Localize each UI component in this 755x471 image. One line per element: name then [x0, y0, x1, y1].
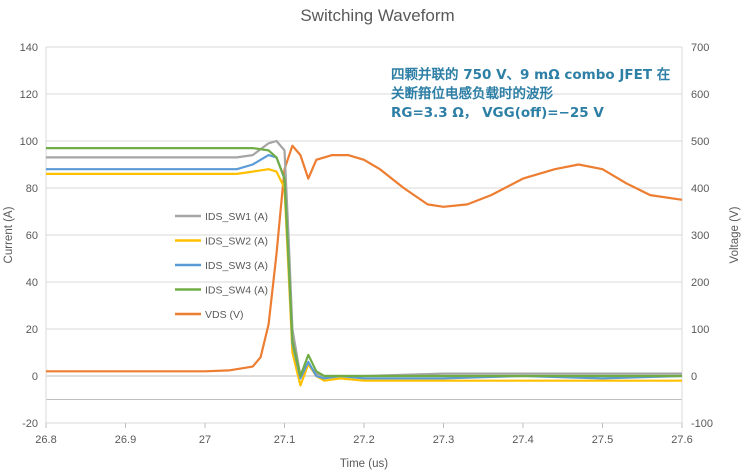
y-left-tick-label: 120 [20, 89, 38, 101]
x-tick-label: 27.1 [274, 434, 295, 446]
legend-label: VDS (V) [205, 309, 244, 321]
annotation-line-2: 关断箝位电感负载时的波形 [391, 86, 553, 102]
y-left-axis-label: Current (A) [3, 206, 15, 263]
y-left-tick-label: 40 [26, 277, 38, 289]
series-line-ids_sw2 [46, 168, 682, 387]
y-left-tick-label: 60 [26, 230, 38, 242]
y-right-tick-label: 0 [691, 371, 697, 383]
y-right-tick-label: 100 [691, 324, 709, 336]
legend-label: IDS_SW2 (A) [205, 236, 268, 248]
series-line-ids_sw3 [46, 154, 683, 380]
x-tick-label: 27 [199, 434, 211, 446]
x-tick-label: 27.4 [512, 434, 533, 446]
y-left-tick-label: 140 [20, 42, 38, 54]
x-tick-label: 26.8 [35, 434, 56, 446]
y-left-tick-label: 100 [20, 136, 38, 148]
x-tick-label: 27.5 [592, 434, 613, 446]
legend-label: IDS_SW4 (A) [205, 285, 268, 297]
annotation-box: 四颗并联的 750 V、9 mΩ combo JFET 在 关断箝位电感负载时的… [391, 66, 670, 123]
annotation-line-3: RG=3.3 Ω， VGG(off)=−25 V [391, 105, 604, 121]
legend-label: IDS_SW3 (A) [205, 260, 268, 272]
y-right-tick-label: 700 [691, 42, 709, 54]
series-line-ids_sw4 [46, 147, 682, 378]
y-right-tick-label: 300 [691, 230, 709, 242]
series-line-vds [46, 144, 683, 373]
x-tick-label: 27.2 [353, 434, 374, 446]
x-axis-label: Time (us) [340, 458, 388, 470]
y-right-tick-label: 400 [691, 183, 709, 195]
y-left-tick-label: 20 [26, 324, 38, 336]
y-right-tick-label: 600 [691, 89, 709, 101]
y-left-tick-label: -20 [22, 418, 38, 430]
x-tick-label: 26.9 [115, 434, 136, 446]
y-left-tick-label: 80 [26, 183, 38, 195]
x-tick-label: 27.3 [433, 434, 454, 446]
legend-label: IDS_SW1 (A) [205, 211, 268, 223]
y-right-tick-label: 200 [691, 277, 709, 289]
x-tick-label: 27.6 [671, 434, 692, 446]
annotation-line-1: 四颗并联的 750 V、9 mΩ combo JFET 在 [391, 67, 671, 83]
y-right-axis-label: Voltage (V) [729, 206, 741, 263]
chart-title: Switching Waveform [300, 6, 455, 25]
y-right-tick-label: 500 [691, 136, 709, 148]
y-left-tick-label: 0 [32, 371, 38, 383]
series-line-ids_sw1 [46, 139, 682, 378]
y-right-tick-label: -100 [691, 418, 713, 430]
